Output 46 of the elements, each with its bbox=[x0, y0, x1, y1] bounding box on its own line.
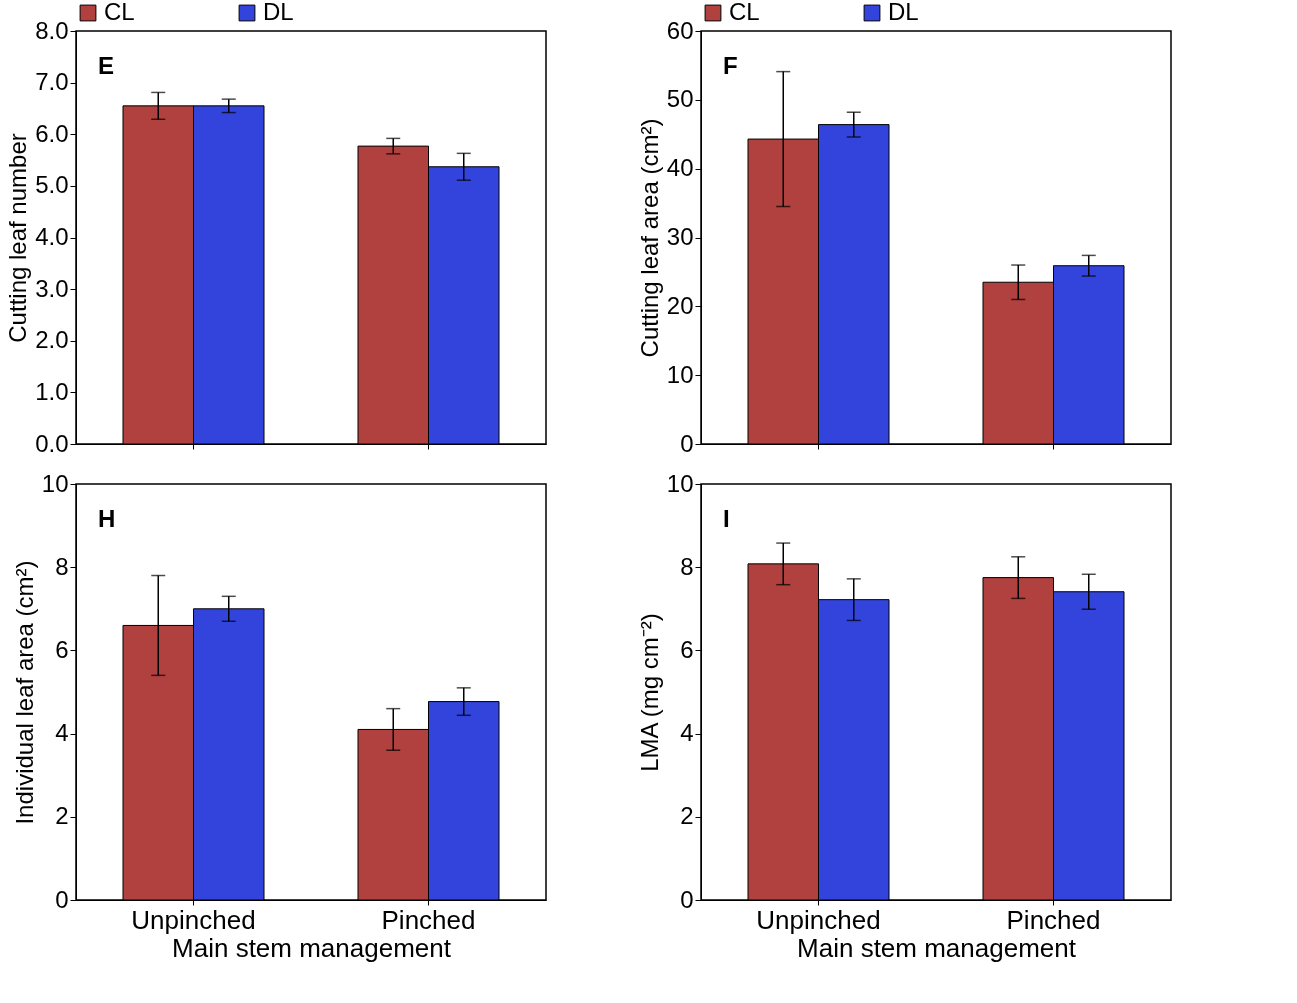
annotation: H bbox=[98, 505, 116, 532]
y-tick-label: 8 bbox=[680, 552, 694, 580]
legend-label: CL bbox=[104, 0, 135, 25]
y-axis-title: Individual leaf area (cm²) bbox=[10, 560, 38, 825]
legend-label: DL bbox=[888, 0, 919, 25]
annotation: E bbox=[98, 52, 115, 79]
y-tick-label: 6 bbox=[680, 635, 694, 663]
y-tick-label: 0 bbox=[55, 885, 69, 913]
x-axis-title: Main stem management bbox=[797, 932, 1077, 963]
y-tick-label: 3.0 bbox=[35, 274, 69, 302]
y-tick-label: 40 bbox=[666, 154, 694, 182]
y-tick-label: 10 bbox=[666, 360, 694, 388]
y-tick-label: 10 bbox=[666, 469, 694, 497]
y-tick-label: 0 bbox=[680, 885, 694, 913]
y-tick-label: 20 bbox=[666, 291, 694, 319]
y-tick-label: 2 bbox=[680, 802, 694, 830]
y-tick-label: 30 bbox=[666, 223, 694, 250]
y-tick-label: 5.0 bbox=[35, 171, 69, 199]
y-tick-label: 1.0 bbox=[35, 377, 69, 405]
y-tick-label: 2.0 bbox=[35, 326, 69, 354]
y-tick-label: 4.0 bbox=[35, 223, 69, 250]
y-tick-label: 7.0 bbox=[35, 68, 69, 96]
x-tick-label: Unpinched bbox=[131, 904, 256, 935]
legend-label: DL bbox=[263, 0, 294, 25]
y-tick-label: 10 bbox=[41, 469, 69, 497]
x-tick-label: Pinched bbox=[381, 904, 476, 935]
y-tick-label: 50 bbox=[666, 85, 694, 113]
y-axis-title: Cutting leaf area (cm²) bbox=[635, 118, 663, 358]
x-tick-label: Pinched bbox=[1006, 904, 1101, 935]
annotation: F bbox=[723, 52, 738, 79]
y-tick-label: 8 bbox=[55, 552, 69, 580]
y-tick-label: 0 bbox=[680, 429, 694, 457]
y-tick-label: 6 bbox=[55, 635, 69, 663]
x-tick-label: Unpinched bbox=[756, 904, 881, 935]
y-axis-title: LMA (mg cm⁻²) bbox=[635, 613, 663, 772]
y-axis-title: Cutting leaf number bbox=[4, 133, 32, 343]
y-tick-label: 4 bbox=[680, 719, 694, 747]
legend-label: CL bbox=[729, 0, 760, 25]
y-tick-label: 2 bbox=[55, 802, 69, 830]
y-tick-label: 8.0 bbox=[35, 16, 69, 44]
annotation: I bbox=[723, 505, 730, 532]
y-tick-label: 6.0 bbox=[35, 119, 69, 147]
x-axis-title: Main stem management bbox=[172, 932, 452, 963]
y-tick-label: 4 bbox=[55, 719, 69, 747]
y-tick-label: 0.0 bbox=[35, 429, 69, 457]
y-tick-label: 60 bbox=[666, 16, 694, 44]
